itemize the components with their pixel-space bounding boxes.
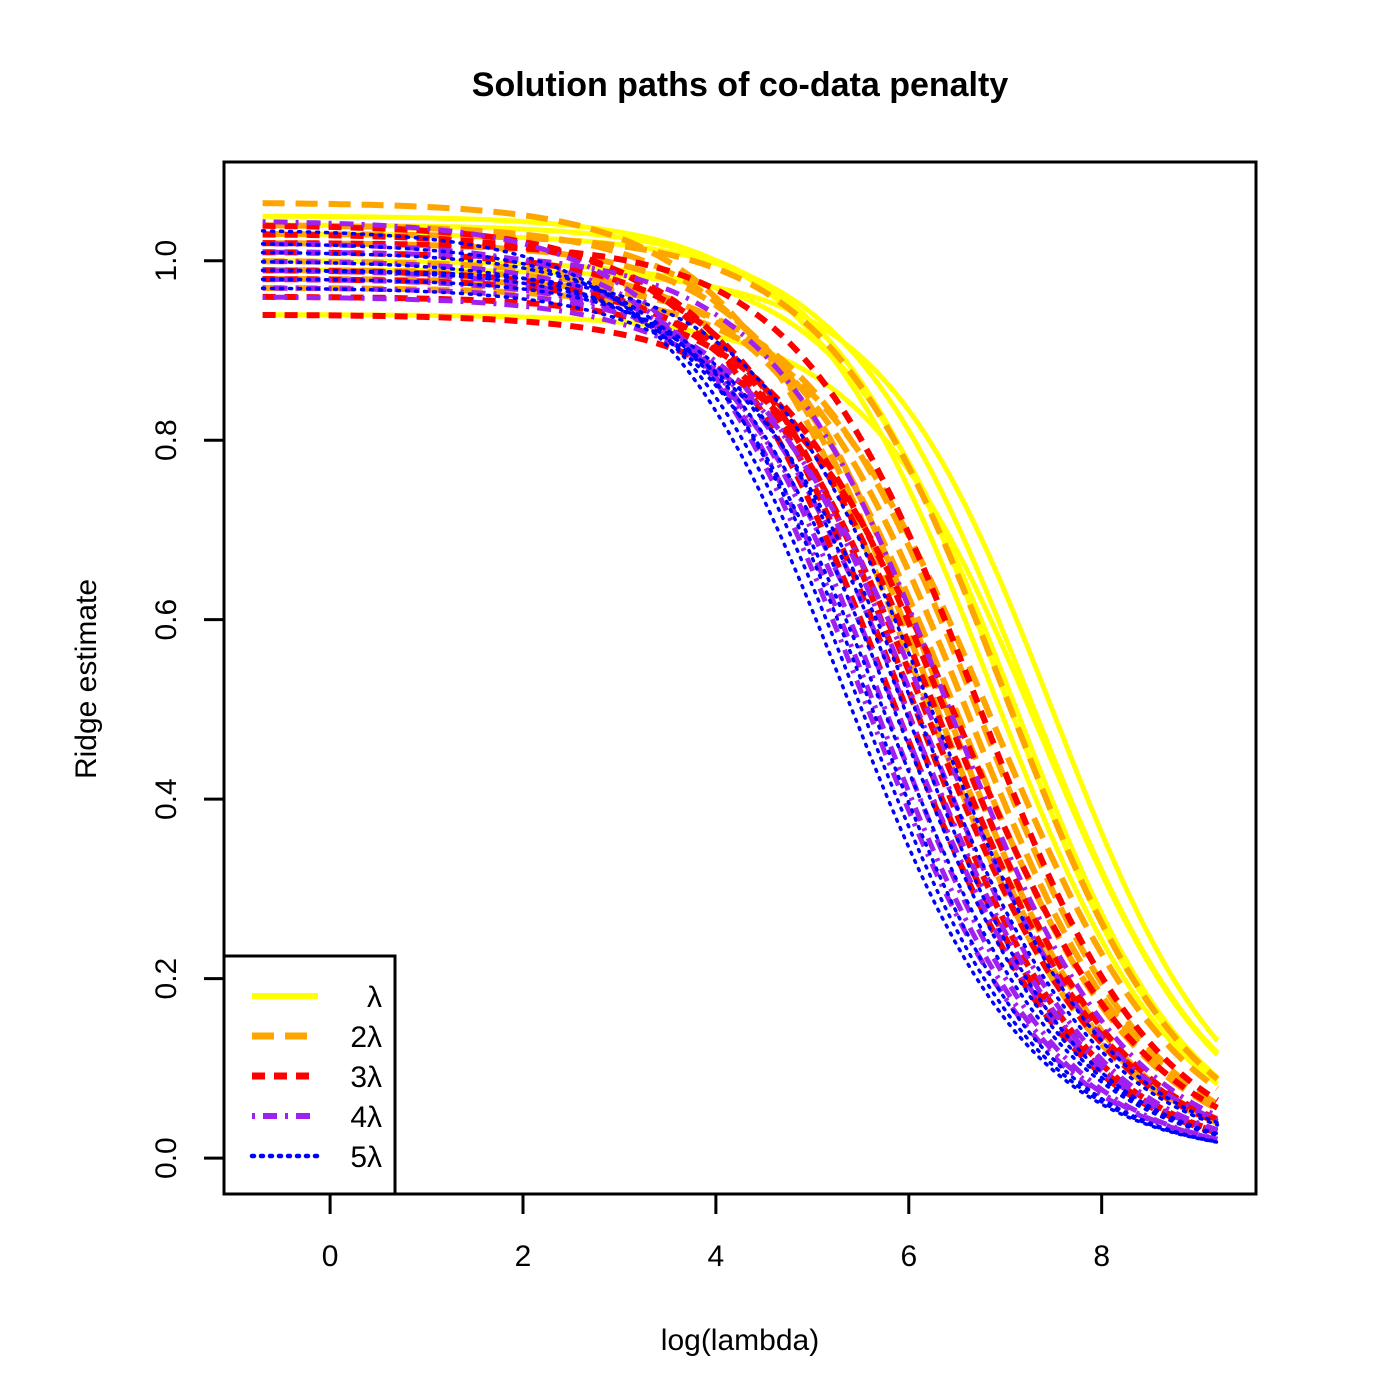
x-tick-label: 2 bbox=[515, 1240, 532, 1273]
series-line-5-6 bbox=[260, 277, 1220, 1136]
axes-layer: 0 2 4 6 8 0.0 0.2 0.4 0.6 0.8 1.0 bbox=[150, 240, 1110, 1273]
series-line-3-3 bbox=[262, 249, 1219, 1135]
legend: λ 2λ 3λ 4λ 5λ bbox=[222, 954, 397, 1196]
legend-label-5: 5λ bbox=[350, 1141, 382, 1174]
chart-title: Solution paths of co-data penalty bbox=[472, 66, 1009, 104]
legend-label-1: λ bbox=[367, 981, 382, 1014]
x-tick-label: 0 bbox=[322, 1240, 339, 1273]
x-tick-label: 8 bbox=[1093, 1240, 1110, 1273]
series-line-2-5 bbox=[262, 267, 1219, 1110]
x-tick-label: 6 bbox=[900, 1240, 917, 1273]
series-line-1-4 bbox=[262, 231, 1220, 1055]
x-axis-label: log(lambda) bbox=[661, 1324, 819, 1357]
series-line-5-5 bbox=[260, 268, 1220, 1137]
series-line-3-6 bbox=[262, 293, 1219, 1123]
series-line-1-6 bbox=[262, 267, 1220, 1043]
series-line-4-3 bbox=[262, 258, 1218, 1142]
series-line-5-8 bbox=[260, 268, 1220, 1125]
series-line-5-7 bbox=[260, 286, 1220, 1127]
y-tick-label: 0.6 bbox=[150, 599, 183, 641]
series-line-4-4 bbox=[262, 268, 1219, 1134]
plot-frame bbox=[222, 160, 1258, 1196]
series-layer bbox=[260, 200, 1220, 1144]
y-tick-label: 0.4 bbox=[150, 778, 183, 820]
series-line-5-1 bbox=[260, 229, 1220, 1144]
legend-label-3: 3λ bbox=[350, 1061, 382, 1094]
legend-label-2: 2λ bbox=[350, 1021, 382, 1054]
y-tick-label: 1.0 bbox=[150, 240, 183, 282]
y-tick-label: 0.0 bbox=[150, 1137, 183, 1179]
series-line-1-3 bbox=[262, 258, 1220, 1080]
series-line-5-2 bbox=[260, 242, 1220, 1144]
series-line-4-6 bbox=[262, 285, 1219, 1133]
series-line-3-1 bbox=[262, 222, 1219, 1136]
series-line-4-5 bbox=[262, 276, 1219, 1134]
y-tick-label: 0.2 bbox=[150, 958, 183, 1000]
series-line-5-3 bbox=[260, 250, 1220, 1144]
series-line-3-4 bbox=[262, 267, 1219, 1125]
y-tick-label: 0.8 bbox=[150, 419, 183, 461]
x-tick-label: 4 bbox=[708, 1240, 725, 1273]
series-line-3-7 bbox=[262, 312, 1219, 1111]
series-line-2-8 bbox=[262, 231, 1220, 1082]
series-line-4-1 bbox=[262, 219, 1218, 1142]
y-axis-label: Ridge estimate bbox=[70, 579, 103, 779]
series-line-4-2 bbox=[262, 241, 1218, 1142]
legend-label-4: 4λ bbox=[350, 1101, 382, 1134]
series-line-3-8 bbox=[262, 240, 1220, 1103]
